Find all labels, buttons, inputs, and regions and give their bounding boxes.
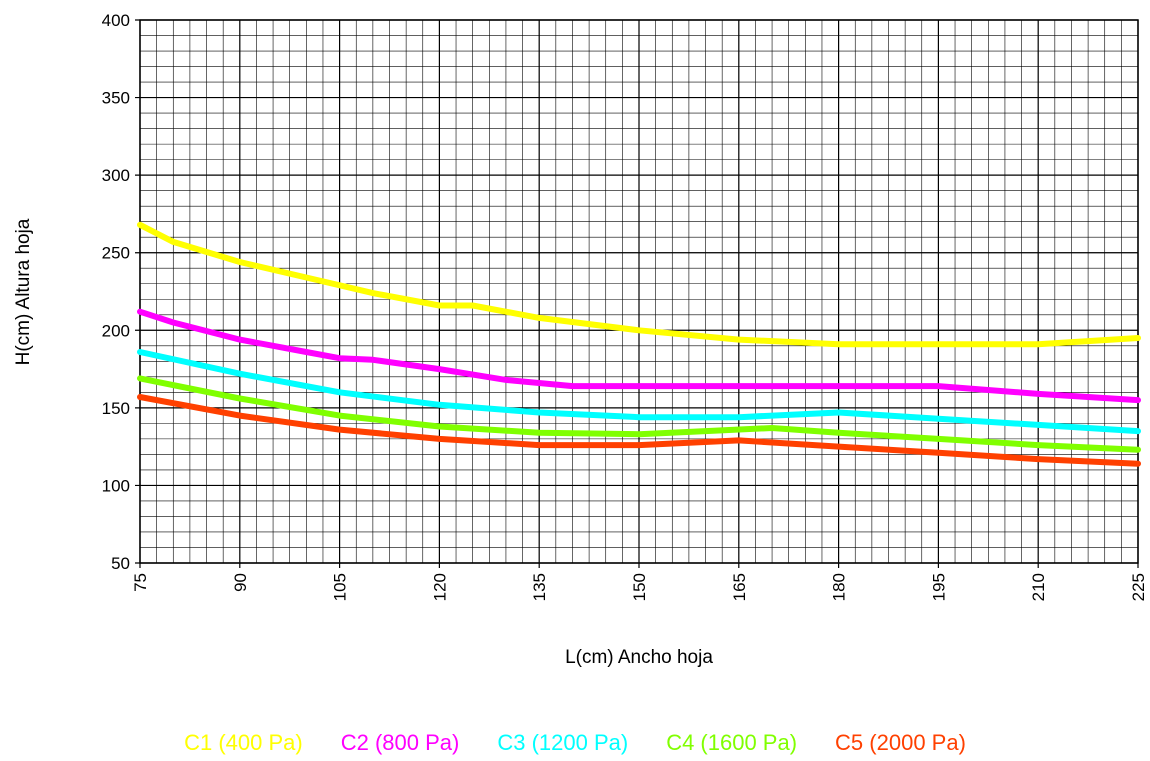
legend-entry: C4 (1600 Pa) [666, 730, 798, 755]
x-tick-label: 105 [331, 573, 350, 601]
x-tick-labels: 75 90 105 120 135 150 165 180 195 210 225 [131, 573, 1148, 601]
x-tick-label: 225 [1129, 573, 1148, 601]
x-tick-label: 120 [430, 573, 449, 601]
x-tick-label: 195 [929, 573, 948, 601]
x-tick-label: 165 [730, 573, 749, 601]
x-tick-label: 150 [630, 573, 649, 601]
plot-frame [139, 19, 1139, 564]
chart-legend: C1 (400 Pa) C2 (800 Pa) C3 (1200 Pa) C4 (16… [0, 730, 1150, 756]
y-tick-label: 50 [111, 554, 130, 573]
legend-entry: C1 (400 Pa) [184, 730, 303, 755]
y-tick-label: 100 [102, 476, 130, 495]
x-tick-label: 180 [830, 573, 849, 601]
series-line [137, 375, 1141, 453]
x-tick-label: 135 [530, 573, 549, 601]
x-tick-label: 75 [131, 573, 150, 592]
y-tick-label: 150 [102, 399, 130, 418]
legend-entry: C3 (1200 Pa) [497, 730, 629, 755]
series-line [137, 221, 1141, 348]
y-tick-label: 400 [102, 11, 130, 30]
y-tick-label: 200 [102, 321, 130, 340]
y-axis-label: H(cm) Altura hoja [13, 218, 34, 365]
series-line [137, 308, 1141, 404]
x-axis-label: L(cm) Ancho hoja [565, 647, 713, 668]
legend-entry: C2 (800 Pa) [340, 730, 460, 755]
legend-entry: C5 (2000 Pa) [835, 730, 966, 755]
series-lines [137, 221, 1141, 467]
y-tick-label: 300 [102, 166, 130, 185]
series-line [137, 394, 1141, 467]
series-line [137, 349, 1141, 435]
x-tick-label: 210 [1029, 573, 1048, 601]
y-tick-labels: 50 100 150 200 250 300 350 400 [102, 11, 130, 573]
y-tick-label: 250 [102, 244, 130, 263]
x-tick-label: 90 [231, 573, 250, 592]
y-tick-label: 350 [102, 89, 130, 108]
line-chart: 50 100 150 200 250 300 350 400 75 90 105 120 135 150… [13, 11, 1148, 668]
major-gridlines [135, 19, 1139, 568]
